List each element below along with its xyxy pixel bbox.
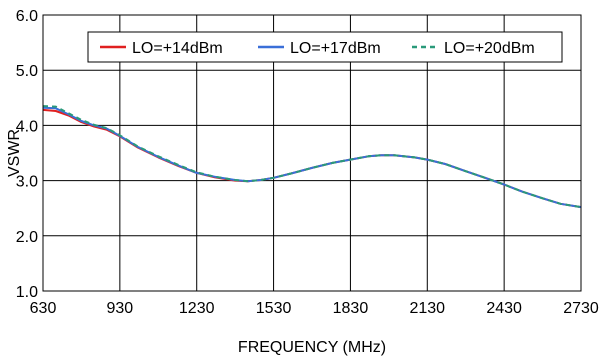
legend-label: LO=+17dBm [290, 40, 381, 57]
y-tick-label: 2.0 [16, 229, 38, 246]
x-tick-label: 930 [107, 300, 134, 317]
series-line-1 [42, 106, 582, 209]
legend-label: LO=+14dBm [132, 40, 223, 57]
x-tick-label: 2130 [409, 300, 445, 317]
x-axis-ticks: 630 930 1230 1530 1830 2130 2430 2730 [30, 300, 599, 317]
x-axis-title: FREQUENCY (MHz) [238, 339, 386, 356]
series-line-2 [42, 105, 582, 209]
y-tick-label: 1.0 [16, 284, 38, 301]
x-tick-label: 1530 [256, 300, 292, 317]
series-lines [42, 105, 582, 209]
x-tick-label: 1230 [179, 300, 215, 317]
legend: LO=+14dBm LO=+17dBm LO=+20dBm [87, 31, 563, 63]
x-tick-label: 1830 [333, 300, 369, 317]
x-tick-label: 2430 [486, 300, 522, 317]
legend-label: LO=+20dBm [444, 40, 535, 57]
series-line-0 [42, 108, 582, 209]
y-tick-label: 3.0 [16, 174, 38, 191]
y-tick-label: 6.0 [16, 8, 38, 25]
y-axis-title: VSWR [6, 129, 23, 177]
x-tick-label: 630 [30, 300, 57, 317]
plot-area-border [42, 14, 582, 292]
y-tick-label: 5.0 [16, 63, 38, 80]
legend-box [87, 31, 563, 63]
x-tick-label: 2730 [563, 300, 599, 317]
y-tick-label: 4.0 [16, 118, 38, 135]
y-axis-ticks: 1.0 2.0 3.0 4.0 5.0 6.0 [16, 8, 38, 301]
legend-items: LO=+14dBm LO=+17dBm LO=+20dBm [100, 40, 535, 57]
